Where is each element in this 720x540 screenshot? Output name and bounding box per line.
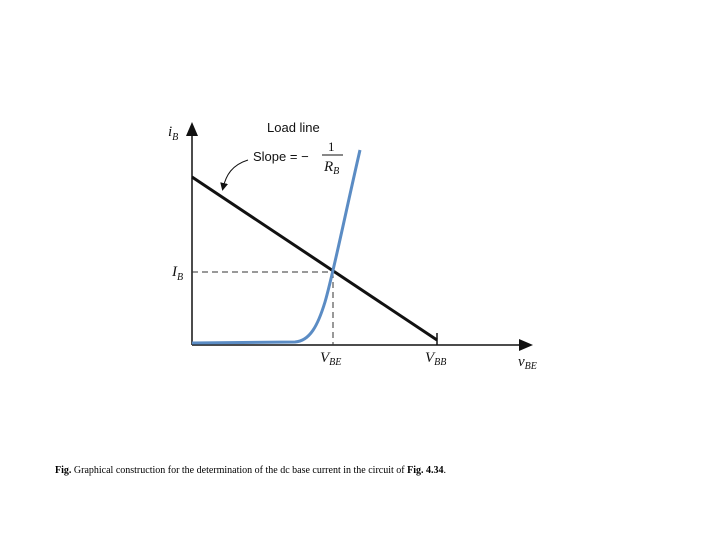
label-main: v bbox=[518, 354, 525, 370]
label-sub: BB bbox=[434, 357, 446, 368]
slope-numerator: 1 bbox=[328, 139, 335, 154]
slope-denominator: RB bbox=[323, 159, 339, 177]
label-main: R bbox=[323, 159, 333, 175]
caption-end: . bbox=[443, 465, 447, 476]
load-line bbox=[191, 175, 438, 342]
vbb-label: VBB bbox=[425, 350, 446, 368]
label-main: I bbox=[171, 264, 178, 280]
caption-ref: Fig. 4.34 bbox=[407, 465, 444, 476]
label-main: i bbox=[168, 124, 172, 140]
vbe-label: VBE bbox=[320, 350, 341, 368]
label-sub: B bbox=[172, 132, 178, 143]
slope-arrow bbox=[220, 159, 249, 191]
x-axis-arrow bbox=[519, 339, 533, 351]
label-sub: BE bbox=[525, 361, 537, 372]
y-axis-arrow bbox=[186, 122, 198, 136]
label-main: V bbox=[320, 350, 331, 366]
slope-label: Slope = − bbox=[253, 149, 309, 164]
label-sub: BE bbox=[329, 357, 341, 368]
ib-label: IB bbox=[171, 264, 183, 283]
y-axis-label: iB bbox=[168, 124, 178, 143]
load-line-label: Load line bbox=[267, 120, 320, 135]
caption-text: Graphical construction for the determina… bbox=[71, 465, 408, 476]
label-sub: B bbox=[177, 272, 183, 283]
caption-prefix: Fig. bbox=[55, 465, 72, 476]
x-axis-label: vBE bbox=[518, 354, 537, 372]
label-main: V bbox=[425, 350, 436, 366]
caption: Fig. Graphical construction for the dete… bbox=[55, 465, 446, 476]
label-sub: B bbox=[333, 166, 339, 177]
diode-curve bbox=[191, 149, 362, 345]
